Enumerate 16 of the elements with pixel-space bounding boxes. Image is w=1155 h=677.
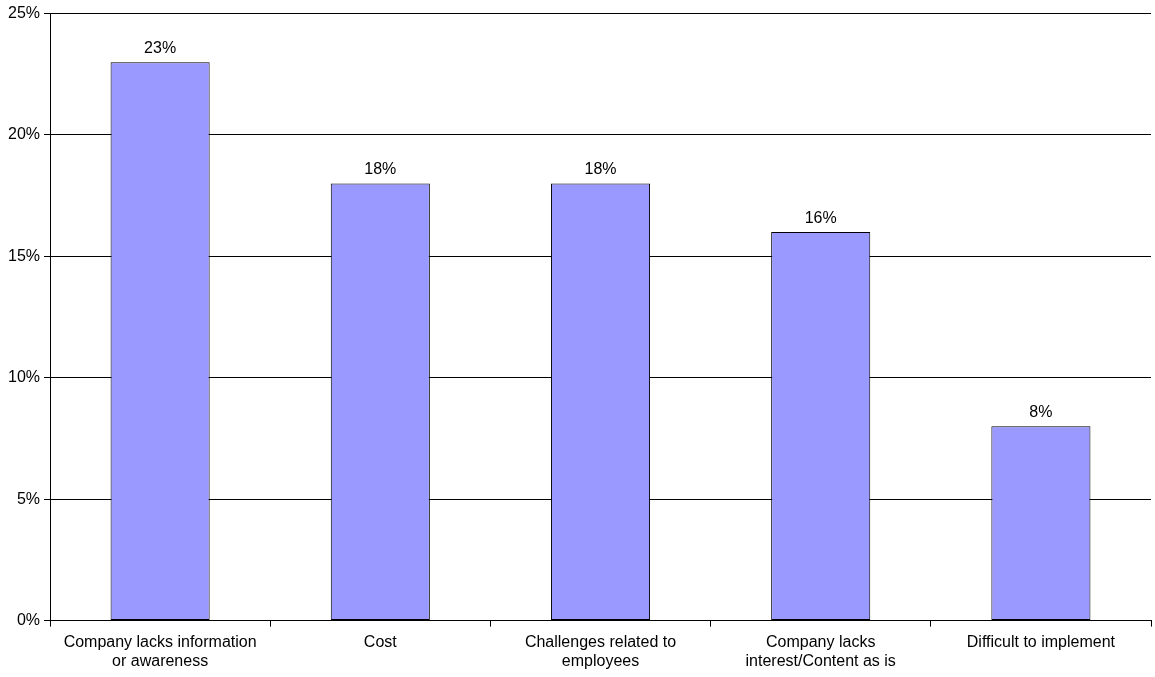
data-label: 23%: [144, 38, 177, 56]
x-tick-label: Challenges related to employees: [524, 632, 677, 669]
y-tick-label: 20%: [7, 125, 41, 143]
x-tick-label: Cost: [363, 632, 398, 650]
data-label: 18%: [584, 159, 617, 177]
y-tick-label: 15%: [7, 246, 41, 264]
y-tick-label: 25%: [7, 4, 41, 22]
data-label: 18%: [364, 159, 397, 177]
data-label: 8%: [1029, 402, 1053, 420]
x-tick-label: Difficult to implement: [966, 632, 1116, 650]
y-tick-label: 10%: [7, 368, 41, 386]
y-tick-label: 5%: [16, 489, 41, 507]
y-tick-label: 0%: [16, 611, 41, 629]
x-tick-label: Company lacks information or awareness: [63, 632, 257, 669]
data-label: 16%: [804, 208, 837, 226]
x-tick-label: Company lacks interest/Content as is: [745, 632, 896, 669]
